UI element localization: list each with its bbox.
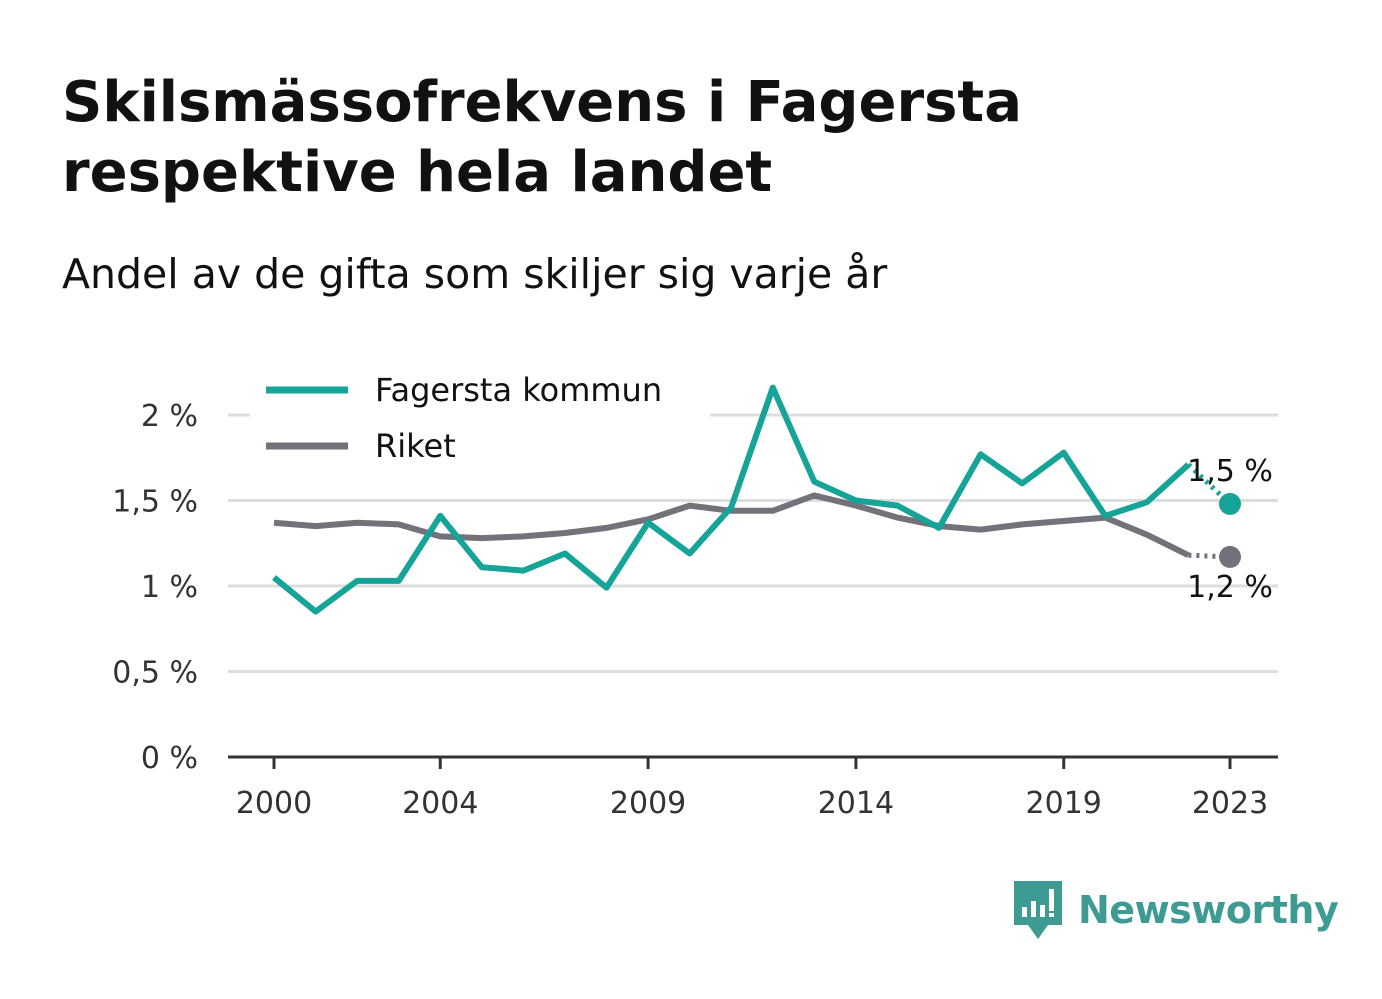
chart-subtitle: Andel av de gifta som skiljer sig varje … — [62, 250, 888, 298]
x-tick-label: 2000 — [236, 786, 312, 821]
x-tick-label: 2014 — [818, 786, 894, 821]
y-tick-label: 0 % — [141, 741, 198, 776]
x-tick-label: 2004 — [402, 786, 478, 821]
x-tick-label: 2023 — [1192, 786, 1268, 821]
legend-background — [250, 362, 710, 474]
brand-name: Newsworthy — [1078, 888, 1339, 932]
chart-title: Skilsmässofrekvens i Fagersta respektive… — [62, 70, 1022, 205]
series-line-fagersta — [272, 384, 1191, 615]
brand-logo: Newsworthy — [1012, 878, 1339, 942]
legend-label: Riket — [375, 427, 456, 465]
series-last-segment-fagersta — [1186, 462, 1232, 506]
series-end-point-riket — [1219, 545, 1241, 568]
y-tick-label: 1 % — [141, 570, 198, 605]
newsworthy-logo-icon — [1014, 881, 1062, 939]
legend-label: Fagersta kommun — [375, 371, 662, 409]
end-label-fagersta: 1,5 % — [1187, 454, 1273, 489]
y-tick-label: 1,5 % — [112, 485, 198, 520]
series-end-point-fagersta — [1219, 492, 1241, 515]
x-tick-label: 2009 — [610, 786, 686, 821]
x-tick-label: 2019 — [1026, 786, 1102, 821]
end-label-riket: 1,2 % — [1187, 570, 1273, 605]
y-tick-label: 2 % — [141, 399, 198, 434]
y-tick-label: 0,5 % — [112, 656, 198, 691]
